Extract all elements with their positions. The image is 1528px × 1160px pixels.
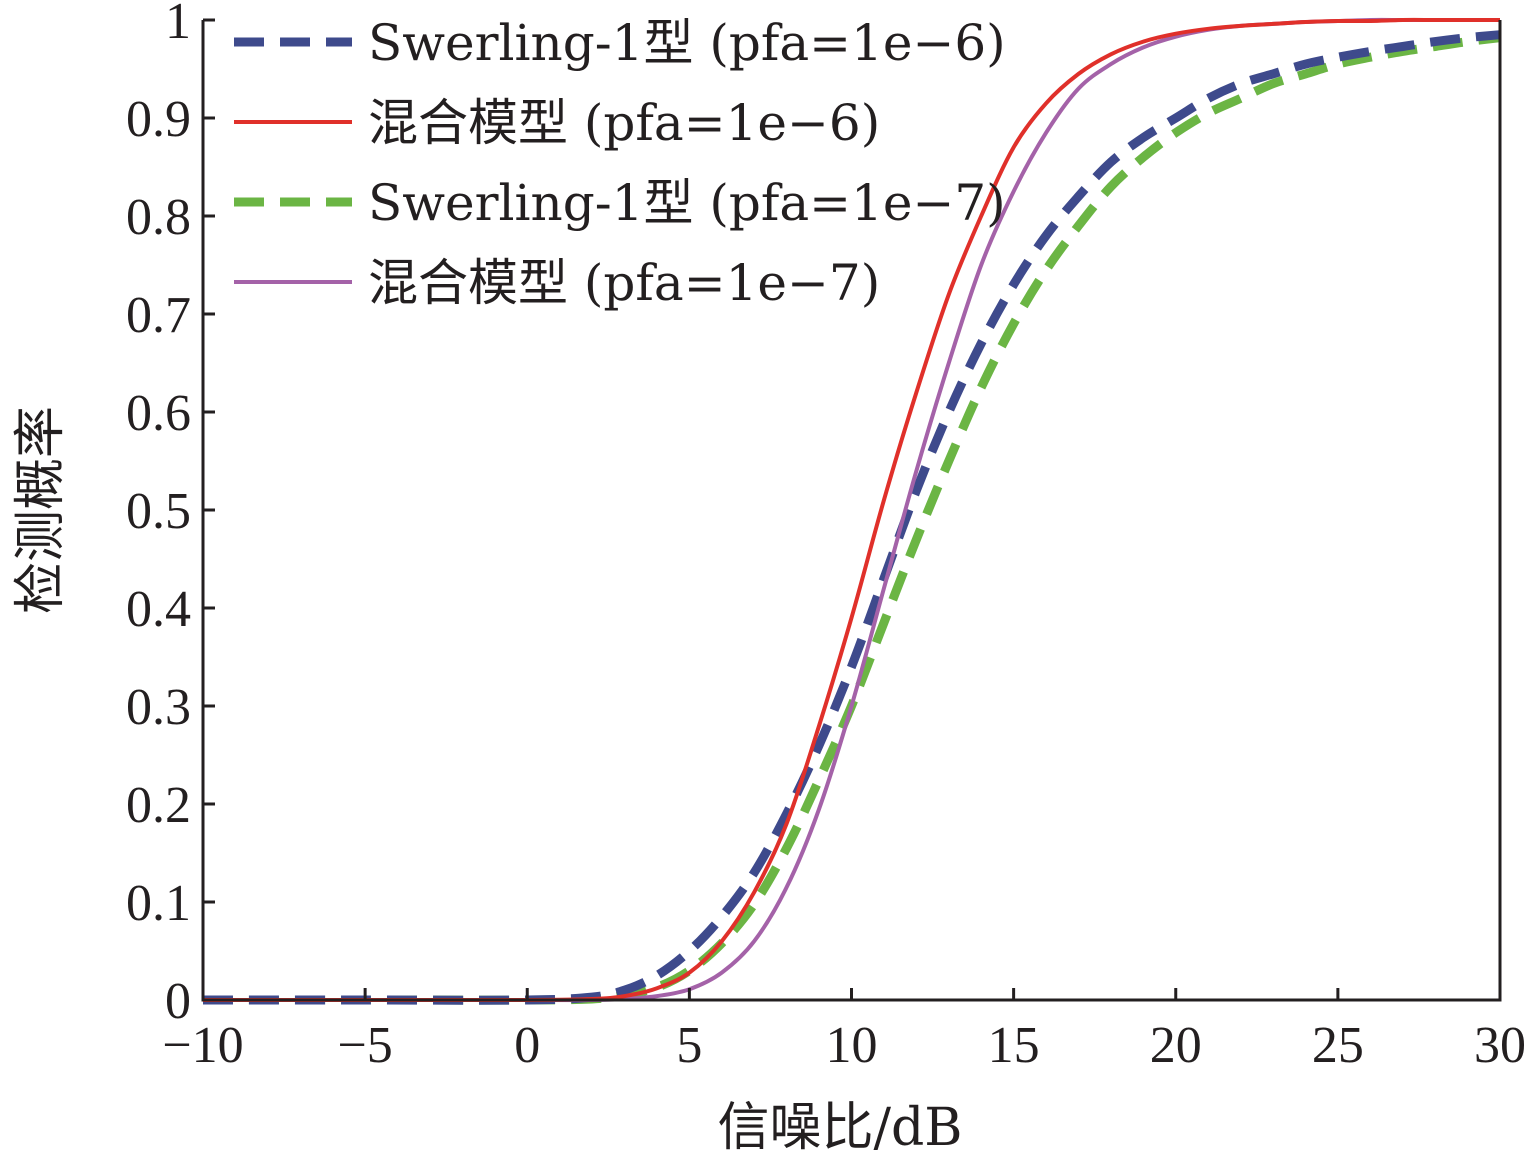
series-line-2 <box>202 17 1500 1003</box>
y-tick-label: 0.8 <box>126 189 191 246</box>
y-tick-label: 0.4 <box>126 581 191 638</box>
y-axis-title: 检测概率 <box>11 406 71 614</box>
legend: Swerling-1型 (pfa=1e−6) 混合模型 (pfa=1e−6) Swe… <box>234 14 1006 312</box>
y-tick-label: 0.7 <box>126 287 191 344</box>
legend-label: Swerling-1型 (pfa=1e−6) <box>368 14 1006 72</box>
x-tick-label: 5 <box>676 1017 702 1074</box>
x-tick-label: −5 <box>337 1017 392 1074</box>
legend-label: Swerling-1型 (pfa=1e−7) <box>368 174 1006 232</box>
x-tick-label: 25 <box>1312 1017 1364 1074</box>
legend-label: 混合模型 (pfa=1e−6) <box>368 94 880 152</box>
y-tick-label: 0.2 <box>126 777 191 834</box>
x-tick-label: 15 <box>988 1017 1040 1074</box>
y-tick-label: 1 <box>165 0 191 50</box>
y-tick-label: 0.1 <box>126 875 191 932</box>
x-tick-label: −10 <box>162 1017 243 1074</box>
y-tick-label: 0.6 <box>126 385 191 442</box>
x-axis-ticks: −10 −5 0 5 10 15 20 25 30 <box>162 988 1526 1074</box>
plot-area <box>202 17 1501 1005</box>
axes: −10 −5 0 5 10 15 20 25 30 0 0.1 0.2 0.3 0.4 0.5 0.6 0.7… <box>126 0 1526 1074</box>
y-tick-label: 0.5 <box>126 483 191 540</box>
legend-label: 混合模型 (pfa=1e−7) <box>368 254 880 312</box>
x-tick-label: 10 <box>826 1017 878 1074</box>
x-tick-label: 20 <box>1150 1017 1202 1074</box>
y-axis-ticks: 0 0.1 0.2 0.3 0.4 0.5 0.6 0.7 0.8 0.9 1 <box>126 0 215 1030</box>
series-line-1 <box>202 30 1501 1005</box>
y-tick-label: 0 <box>165 973 191 1030</box>
series-group <box>202 17 1501 1005</box>
y-tick-label: 0.3 <box>126 679 191 736</box>
series-line-4 <box>202 17 1500 1003</box>
x-tick-label: 0 <box>514 1017 540 1074</box>
y-tick-label: 0.9 <box>126 91 191 148</box>
x-tick-label: 30 <box>1474 1017 1526 1074</box>
axis-frame <box>201 20 1502 1002</box>
x-axis-title: 信噪比/dB <box>717 1098 962 1158</box>
